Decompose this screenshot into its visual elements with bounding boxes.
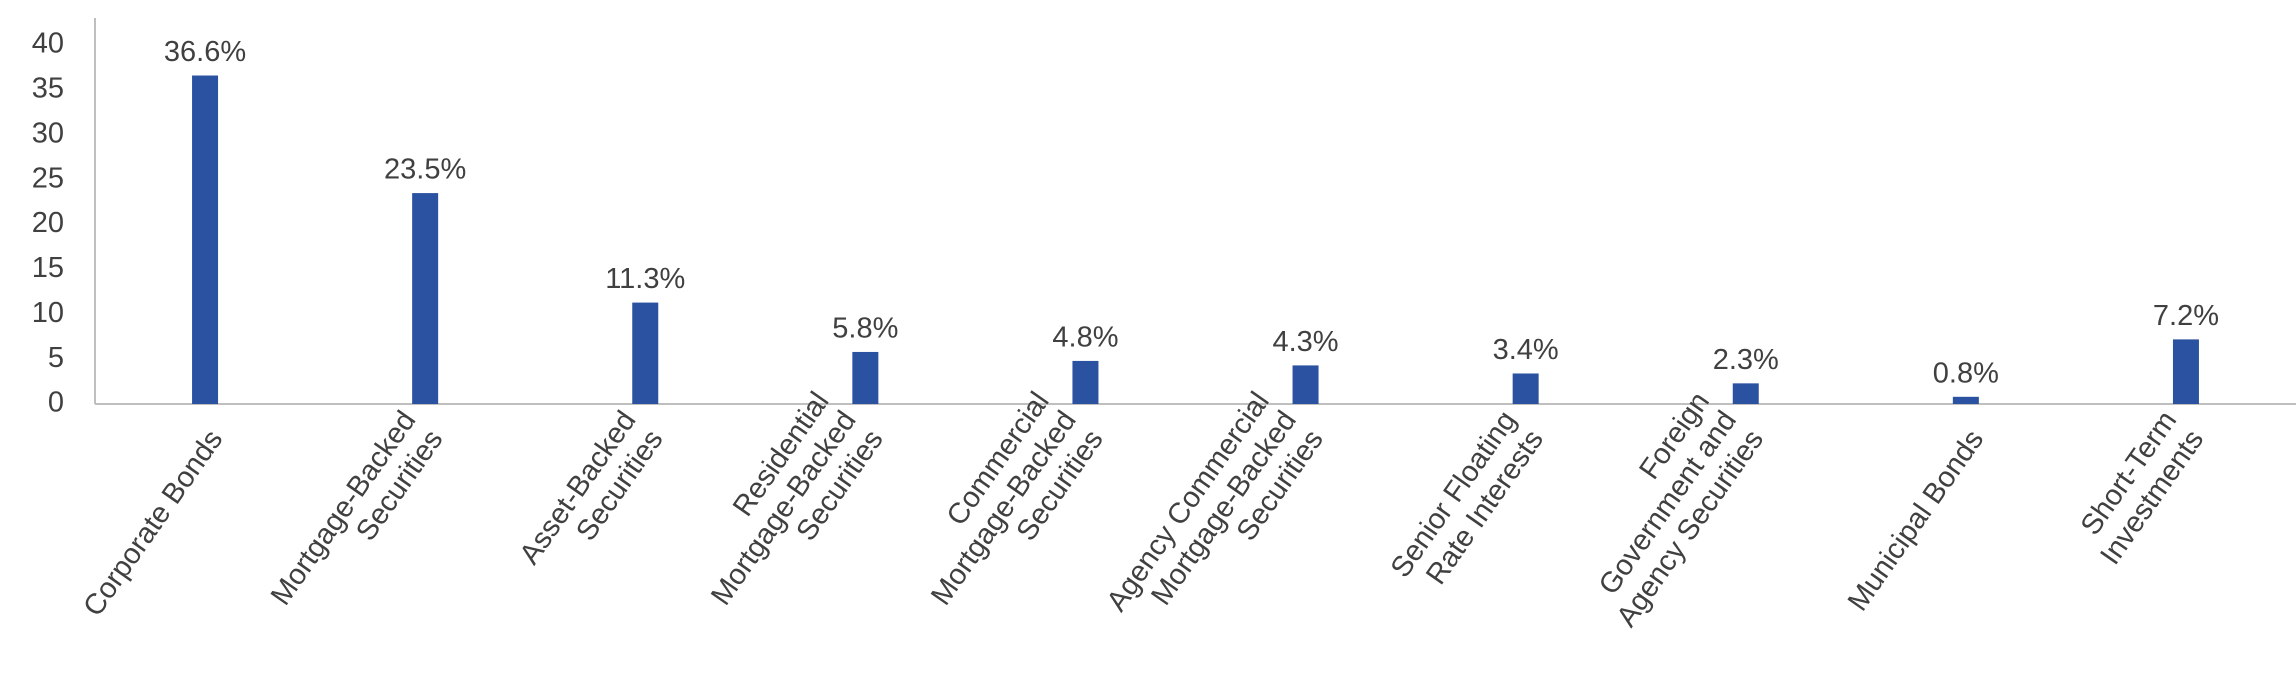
x-tick-label: Agency CommercialMortgage-BackedSecuriti… xyxy=(1100,386,1329,655)
bar xyxy=(1952,396,1979,404)
y-tick-label: 10 xyxy=(32,297,64,329)
y-tick-label: 0 xyxy=(48,387,64,419)
bar xyxy=(1512,373,1539,404)
x-tick-label-line: Corporate Bonds xyxy=(77,424,229,622)
x-tick-label: Short-TermInvestments xyxy=(2067,405,2210,570)
x-tick-label-line: Municipal Bonds xyxy=(1842,424,1990,617)
value-label: 4.8% xyxy=(1052,322,1118,354)
x-tick-label: Corporate Bonds xyxy=(77,424,229,622)
y-tick-label: 5 xyxy=(48,342,64,374)
bar xyxy=(1732,383,1759,404)
value-label: 4.3% xyxy=(1272,326,1338,358)
bar xyxy=(1292,365,1319,404)
y-tick-label: 25 xyxy=(32,162,64,194)
bar xyxy=(412,193,439,404)
x-tick-label: Municipal Bonds xyxy=(1842,424,1990,617)
value-label: 3.4% xyxy=(1493,334,1559,366)
value-label: 36.6% xyxy=(164,36,246,68)
x-tick-label: ResidentialMortgage-BackedSecurities xyxy=(678,386,890,630)
y-tick-label: 30 xyxy=(32,117,64,149)
value-label: 2.3% xyxy=(1713,344,1779,376)
y-tick-label: 20 xyxy=(32,207,64,239)
value-label: 5.8% xyxy=(832,313,898,345)
x-tick-label: ForeignGovernment andAgency Securities xyxy=(1556,386,1769,632)
x-tick-label: Mortgage-BackedSecurities xyxy=(265,405,450,630)
x-tick-label: CommercialMortgage-BackedSecurities xyxy=(898,386,1110,630)
y-tick-label: 15 xyxy=(32,252,64,284)
bar xyxy=(852,351,879,404)
y-tick-label: 35 xyxy=(32,73,64,105)
y-tick-label: 40 xyxy=(32,28,64,60)
value-label: 11.3% xyxy=(605,263,685,295)
x-tick-label: Asset-BackedSecurities xyxy=(513,405,669,589)
value-label: 7.2% xyxy=(2153,300,2219,332)
value-label: 23.5% xyxy=(384,154,466,186)
value-label: 0.8% xyxy=(1933,357,1999,389)
bar xyxy=(632,302,659,404)
x-tick-label: Senior FloatingRate Interests xyxy=(1385,405,1550,602)
bar xyxy=(1072,360,1099,404)
bar xyxy=(192,75,219,404)
bar xyxy=(2172,339,2199,404)
